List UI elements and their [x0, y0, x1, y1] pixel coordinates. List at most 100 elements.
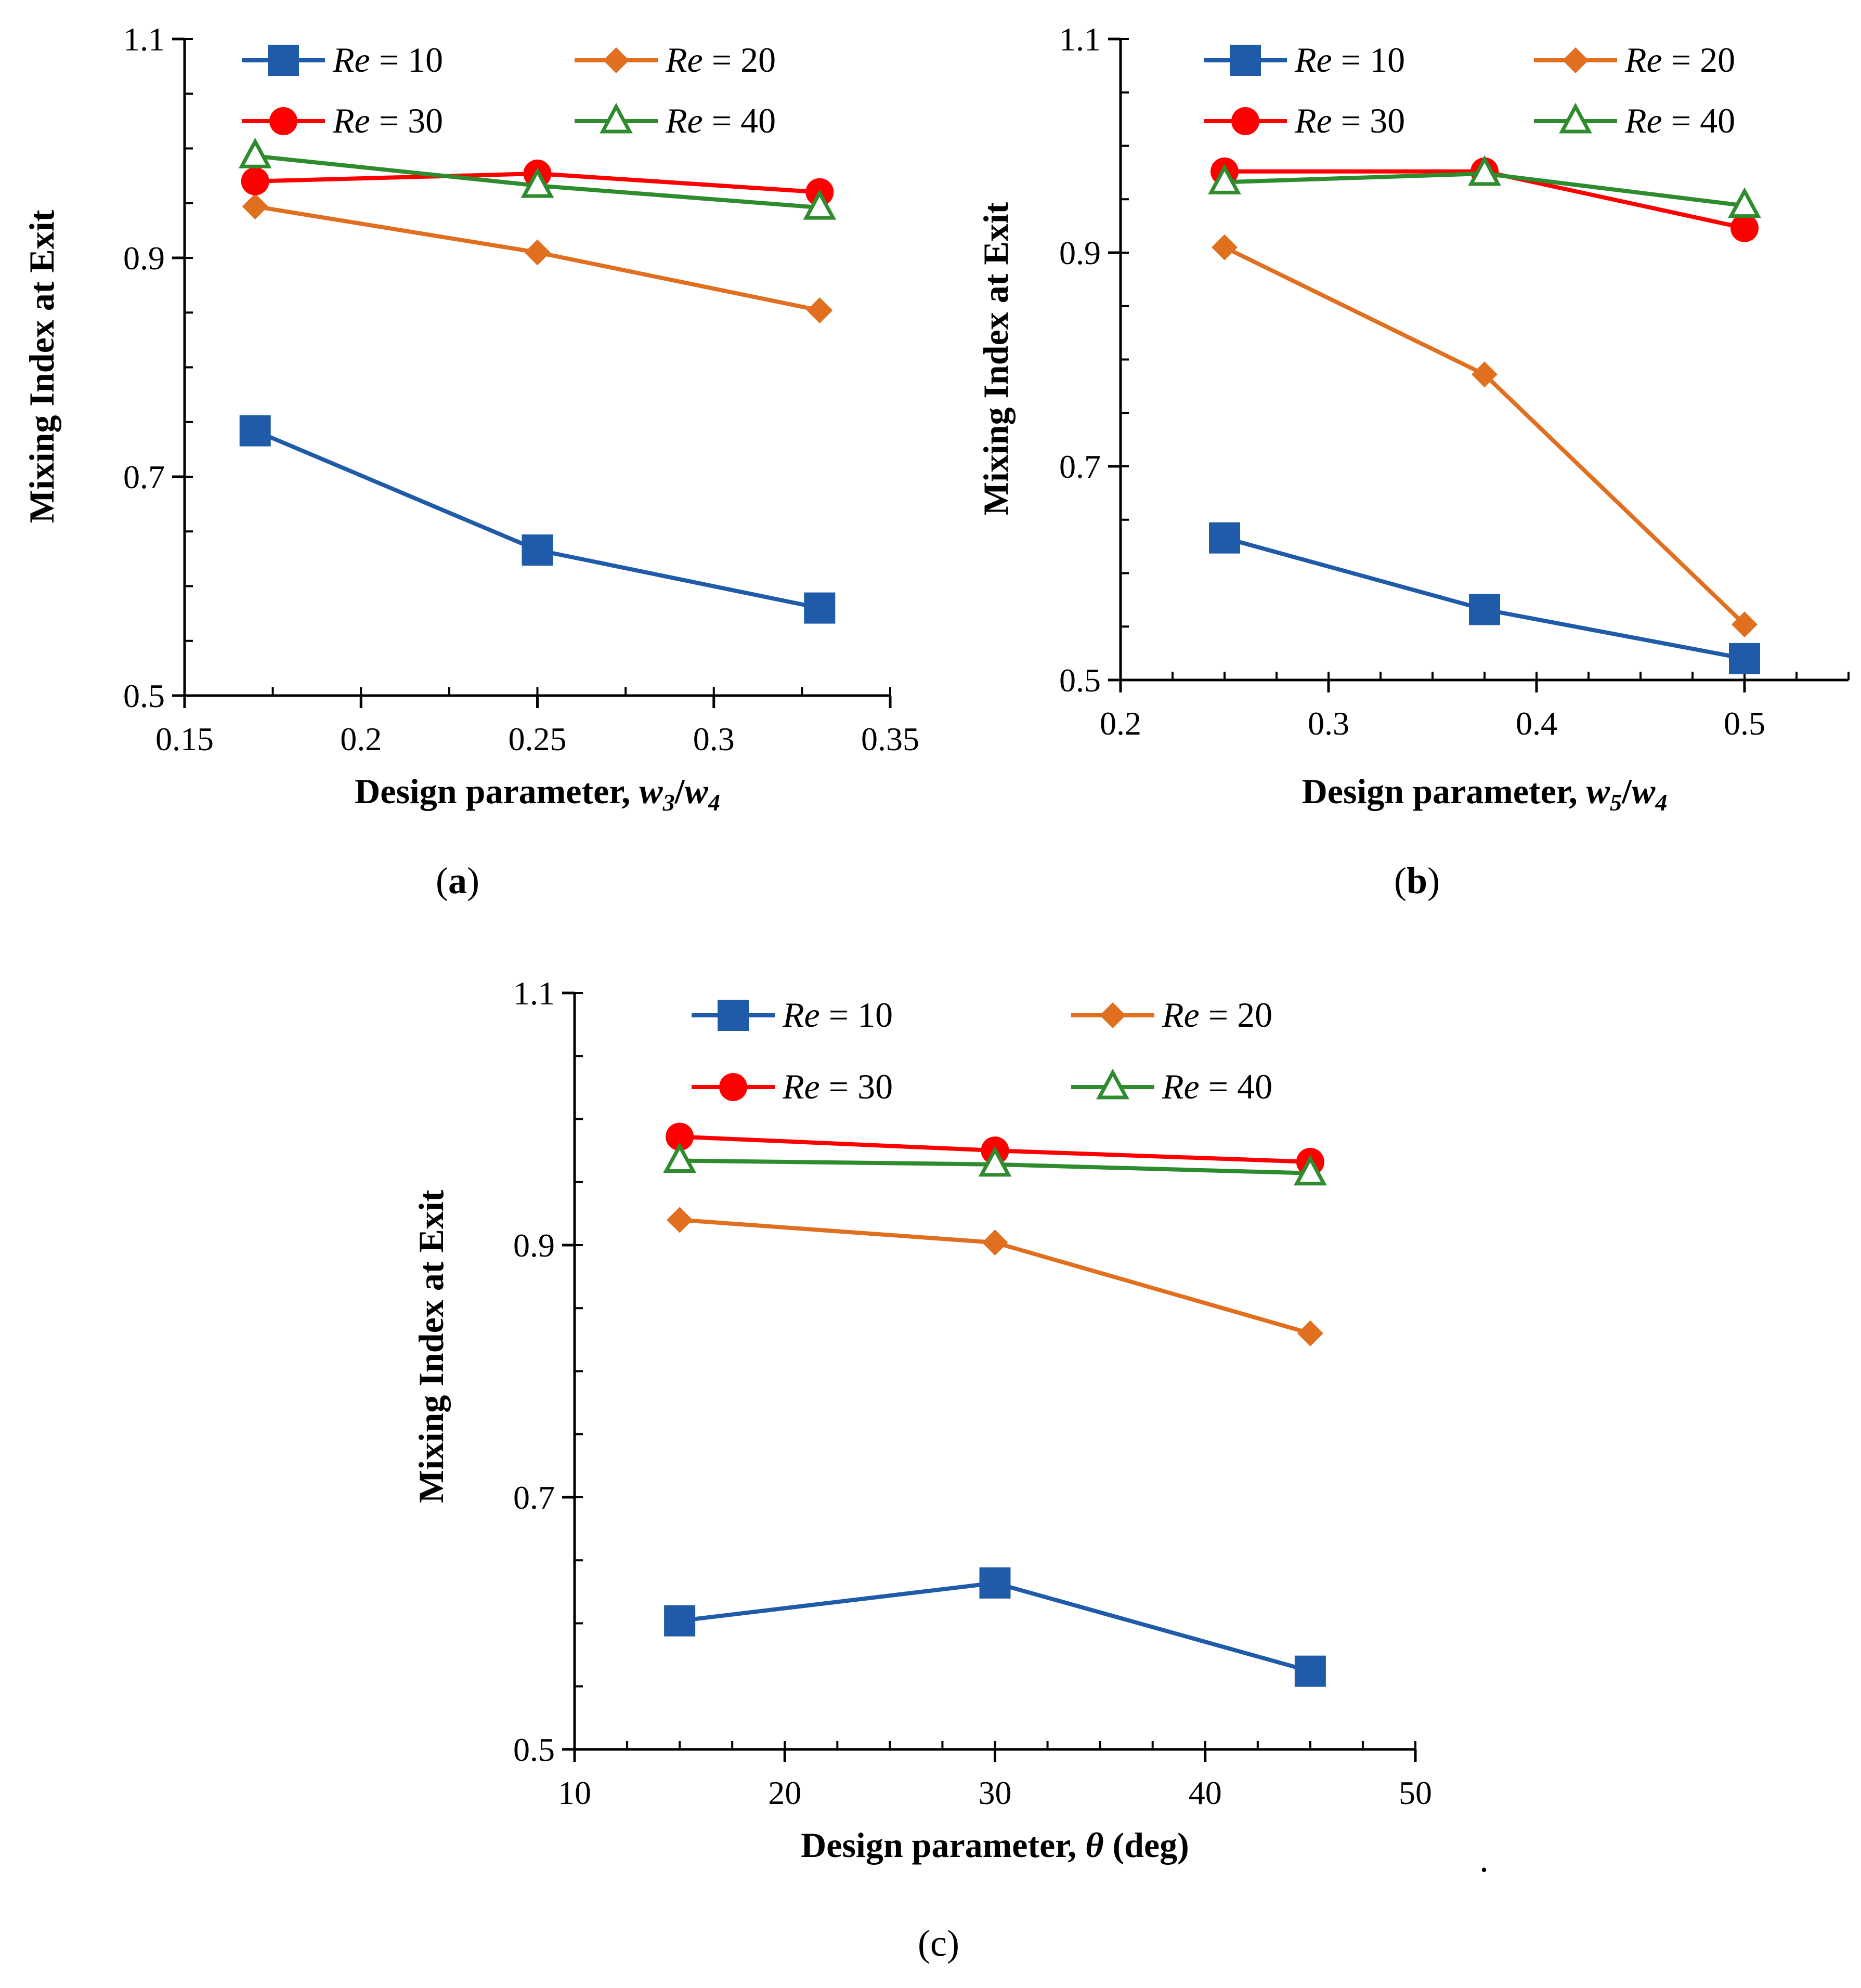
panel-a-legend-var: Re	[665, 40, 703, 80]
panel-c-legend-label-1: Re = 10	[782, 995, 893, 1035]
panel-c-legend-marker-3	[719, 1073, 747, 1101]
panel-c-legend-var: Re	[782, 995, 820, 1035]
panel-c-x-label-prefix: Design parameter,	[801, 1825, 1085, 1865]
panel-a-legend-label-4: Re = 40	[665, 101, 776, 140]
panel-a-x-tick-label: 0.35	[861, 721, 919, 757]
panel-b-x-axis-label: Design parameter, w5/w4	[1302, 771, 1668, 816]
panel-b-legend-var: Re	[1624, 101, 1662, 140]
panel-b-legend-value: = 20	[1662, 40, 1735, 80]
panel-a-legend-marker-2	[603, 47, 629, 73]
panel-c-caption-letter: c	[930, 1922, 947, 1964]
panel-a-legend-label-1: Re = 10	[332, 40, 443, 80]
panel-a-x-label-prefix: Design parameter,	[355, 771, 639, 811]
panel-b-x-label-sub2: 4	[1655, 789, 1667, 816]
panel-b-series-2-line	[1224, 245, 1746, 626]
panel-a-x-tick-label: 0.3	[693, 721, 735, 757]
panel-a-legend-value: = 30	[370, 101, 443, 140]
panel-c-series-1-point	[979, 1567, 1011, 1599]
panel-a-legend-marker-1	[268, 45, 299, 76]
panel-c-legend-value: = 20	[1200, 995, 1272, 1035]
panel-c-legend-marker-4	[1096, 1068, 1129, 1100]
panel-c-series-3-point	[666, 1122, 694, 1151]
panel-a-x-tick-label: 0.15	[155, 721, 214, 757]
panel-c-y-axis-label: Mixing Index at Exit	[411, 1189, 451, 1503]
panel-c-caption: (c)	[918, 1922, 959, 1964]
panel-c-legend-value: = 40	[1200, 1067, 1272, 1106]
panel-b-legend-value: = 10	[1332, 40, 1405, 80]
panel-a-series-2-point	[524, 239, 551, 266]
panel-a-series-3-point	[241, 167, 269, 195]
panel-b-series-3-point	[1730, 214, 1759, 242]
panel-c-legend-marker-1	[718, 1000, 749, 1031]
panel-a-y-tick-label: 0.5	[123, 677, 165, 714]
panel-b-series-2-point	[1472, 361, 1498, 388]
panel-a-x-tick-label: 0.2	[340, 721, 382, 757]
panel-b-x-label-slash: /	[1621, 771, 1632, 811]
panel-b-series-4-point	[1468, 155, 1501, 186]
panel-b-legend-label-4: Re = 40	[1624, 101, 1735, 140]
panel-c-x-tick-label: 40	[1189, 1774, 1222, 1811]
panel-b-legend-var: Re	[1624, 40, 1662, 80]
panel-a-y-axis-label: Mixing Index at Exit	[22, 210, 61, 523]
panel-a: 0.15 0.2 0.25 0.3 0.35 0.5 0.7 0.9 1.1 Mixing Ind…	[22, 21, 919, 901]
panel-a-series-1-point	[522, 534, 553, 566]
panel-b-series-1-point	[1209, 522, 1240, 554]
panel-c-x-axis-label: Design parameter, θ (deg)	[801, 1825, 1189, 1865]
panel-c-legend-value: = 30	[820, 1067, 893, 1106]
panel-c-legend-var: Re	[782, 1067, 820, 1106]
panel-b-legend-label-1: Re = 10	[1294, 40, 1405, 80]
panel-c-series-1-point	[664, 1605, 696, 1637]
panel-b-caption: (b)	[1394, 860, 1440, 901]
panel-b-x-tick-label: 0.4	[1516, 705, 1557, 742]
panel-b-x-tick-label: 0.2	[1100, 705, 1141, 742]
panel-c-series-4-point	[663, 1142, 697, 1173]
panel-c-legend-var: Re	[1162, 995, 1200, 1035]
panel-c-series-2-point	[667, 1207, 693, 1233]
panel-b-x-label-var2: w	[1632, 771, 1656, 811]
panel-b-legend-value: = 40	[1662, 101, 1735, 140]
panel-b-x-label-sub: 5	[1610, 789, 1622, 816]
stray-dot: .	[1479, 1838, 1489, 1880]
panel-a-series-2-point	[806, 297, 833, 324]
panel-c-y-tick-label: 0.9	[513, 1227, 555, 1264]
panel-b-series-2-point	[1212, 234, 1238, 260]
panel-b-series-4-point	[1728, 187, 1761, 218]
panel-a-legend-var: Re	[332, 101, 370, 140]
panel-b-x-label-prefix: Design parameter,	[1302, 771, 1586, 811]
panel-a-legend-label-3: Re = 30	[332, 101, 443, 140]
panel-c-series-4-point	[978, 1146, 1012, 1177]
panel-a-x-label-slash: /	[674, 771, 685, 811]
panel-b-y-tick-label: 0.5	[1059, 662, 1101, 699]
panel-c-caption-close: )	[947, 1922, 959, 1964]
panel-c-y-tick-label: 1.1	[513, 975, 555, 1012]
panel-a-legend-var: Re	[332, 40, 370, 80]
panel-b-legend-label-3: Re = 30	[1294, 101, 1405, 140]
panel-b-y-tick-label: 0.7	[1059, 448, 1101, 485]
panel-c-series-1-point	[1294, 1655, 1326, 1687]
panel-a-x-label-sub: 3	[662, 789, 675, 816]
panel-b-y-tick-label: 1.1	[1059, 21, 1101, 58]
panel-b-legend-marker-2	[1563, 47, 1589, 73]
panel-c-x-tick-label: 10	[558, 1774, 591, 1811]
panel-c-y-tick-label: 0.7	[513, 1479, 555, 1516]
panel-a-legend-var: Re	[665, 101, 703, 140]
panel-a-y-tick-label: 0.7	[123, 459, 165, 495]
panel-a-series-1-point	[239, 415, 271, 447]
panel-a-y-tick-label: 0.9	[123, 240, 165, 277]
panel-a-legend-marker-3	[269, 107, 297, 135]
panel-a-legend-value: = 40	[703, 101, 776, 140]
panel-b-caption-close: )	[1427, 860, 1440, 901]
panel-a-series-1-point	[804, 592, 836, 624]
panel-a-legend-value: = 10	[370, 40, 443, 80]
panel-b-caption-open: (	[1394, 860, 1407, 901]
panel-c: 10 20 30 40 50 0.5 0.7 0.9 1.1 Mixing Index at Ex…	[411, 975, 1432, 1964]
panel-c-x-label-var: θ	[1085, 1825, 1103, 1865]
panel-a-legend-label-2: Re = 20	[665, 40, 776, 80]
panel-b-x-label-var: w	[1586, 771, 1610, 811]
panel-c-caption-open: (	[918, 1922, 930, 1964]
panel-b-legend-var: Re	[1294, 101, 1332, 140]
panel-b-legend-var: Re	[1294, 40, 1332, 80]
panel-b-series-4-point	[1208, 164, 1241, 194]
panel-b-legend-marker-1	[1230, 45, 1261, 76]
panel-c-x-tick-label: 30	[979, 1774, 1012, 1811]
